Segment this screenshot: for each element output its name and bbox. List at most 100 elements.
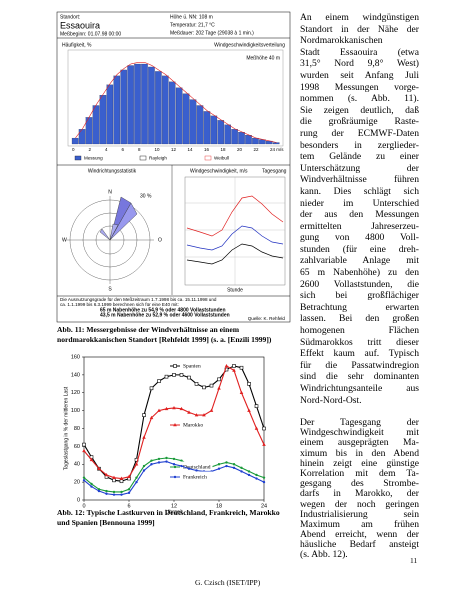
point	[209, 383, 214, 388]
wind-rose	[66, 196, 154, 284]
hist-x-label: 16	[204, 147, 210, 152]
duration: Meßdauer: 202 Tage (29038 à 1 min.)	[170, 30, 254, 36]
point	[89, 457, 94, 462]
hist-x-label: 22	[254, 147, 260, 152]
text-line: wurden seit Anfang Juli	[300, 69, 419, 81]
text-line: 2600 Vollaststunden, die	[300, 278, 419, 290]
point	[127, 488, 131, 491]
point	[82, 442, 86, 447]
hist-x-label: 14	[188, 147, 194, 152]
legend-label: Marokko	[183, 422, 203, 428]
text-line: nommen (s. Abb. 11).	[300, 93, 419, 105]
point	[150, 459, 153, 462]
hist-title: Häufigkeit, %	[62, 42, 92, 48]
point	[195, 469, 198, 472]
rose-o: O	[158, 237, 162, 243]
hist-bar	[162, 75, 169, 145]
point	[135, 480, 138, 484]
text-line: 65 m Nabenhöhe) zu den	[300, 267, 419, 279]
point	[90, 482, 93, 486]
hist-x-label: 20	[237, 147, 243, 152]
hist-bar	[113, 75, 121, 145]
point	[202, 385, 206, 390]
text-line: sich bei großflächiger	[300, 290, 419, 302]
point	[262, 476, 266, 479]
text-line: hinein zeigt eine günstige	[300, 458, 419, 469]
text-line: Sie zeigen deutlich, daß	[300, 104, 419, 116]
text-line: häusliche Bedarf ansteigt	[300, 540, 419, 551]
text-line: homogenen Flächen	[300, 325, 419, 337]
point	[157, 461, 161, 464]
y-tick-label: 80	[74, 426, 80, 432]
point	[232, 466, 236, 470]
text-line: einem ausgeprägten Ma-	[300, 438, 419, 449]
box-intro: Die Ausnutzungsgrade für den Meßzeitraum…	[60, 297, 217, 302]
hist-bar	[127, 65, 134, 145]
text-line: Windgeschwindigkeit mit	[300, 428, 419, 439]
point	[187, 467, 191, 470]
hist-bar	[272, 142, 280, 145]
y-tick-label: 40	[74, 462, 80, 468]
text-line: Unterschätzung der	[300, 162, 419, 174]
text-line: ximum bis in den Abend	[300, 448, 419, 459]
text-line: 31,5° Nord 9,8° West)	[300, 58, 419, 70]
point	[224, 363, 229, 368]
legend-swatch	[139, 155, 147, 161]
text-line: nieder im Unterschied	[300, 197, 419, 209]
point	[240, 470, 243, 473]
text-line: rung der ECMWF-Daten	[300, 127, 419, 139]
point	[247, 470, 251, 473]
hist-x-label: 4	[105, 147, 108, 152]
hist-bar	[238, 132, 245, 145]
hist-bar	[155, 71, 162, 145]
legend-box	[167, 419, 213, 431]
point	[165, 460, 168, 463]
hist-bar	[106, 84, 114, 145]
text-line: Standort in der Nähe der	[300, 23, 419, 35]
legend-box	[167, 471, 213, 483]
legend-swatch	[204, 155, 212, 161]
hist-bar	[217, 120, 225, 145]
hist-x-label: 8	[138, 147, 141, 152]
point	[217, 467, 221, 470]
rose-n: N	[108, 189, 112, 195]
point	[187, 375, 191, 380]
point	[112, 490, 116, 494]
point	[142, 413, 146, 417]
legend-label: Frankreich	[183, 474, 207, 480]
point	[225, 464, 228, 468]
text-line: Der Tagesgang der	[300, 418, 419, 428]
point	[232, 364, 236, 368]
point	[262, 426, 266, 431]
daily-curve	[186, 243, 284, 265]
text-line: Windrichtungsanteile aus	[300, 383, 419, 394]
start: Meßbeginn: 01.07.98 00:00	[60, 31, 121, 37]
hist-bar	[99, 95, 107, 145]
hist-bar	[141, 63, 148, 145]
figure-frame	[56, 11, 291, 323]
hist-bar	[196, 105, 204, 145]
figure-caption: Abb. 12: Typische Lastkurven in Deutschl…	[57, 508, 280, 527]
text-line: Südmarokkos tritt dieser	[300, 336, 419, 348]
point	[254, 404, 259, 408]
point	[173, 465, 177, 469]
hist-bar	[148, 66, 155, 145]
text-line: (s. Abb. 12).	[300, 550, 348, 561]
point	[180, 459, 183, 462]
text-line: zahlvariable Anlage mit	[300, 255, 419, 267]
hist-bar	[231, 129, 238, 145]
paragraph: Der Tagesgang der Windgeschwindigkeit mit…	[300, 418, 419, 561]
point	[165, 456, 168, 460]
point	[164, 406, 169, 411]
rose-petal	[99, 228, 111, 241]
hist-x-label: 6	[122, 147, 125, 152]
point	[172, 405, 176, 410]
text-line: sind die sehr dominanten	[300, 371, 419, 383]
footer-author: G. Czisch (ISET/IPP)	[195, 578, 261, 587]
text-line: Betrachtung erwarten	[300, 301, 419, 313]
text-line: Effekt kaum auf. Typisch	[300, 348, 419, 360]
point	[120, 493, 123, 496]
hist-bar	[259, 139, 266, 145]
legend-label: Spanien	[183, 363, 201, 369]
